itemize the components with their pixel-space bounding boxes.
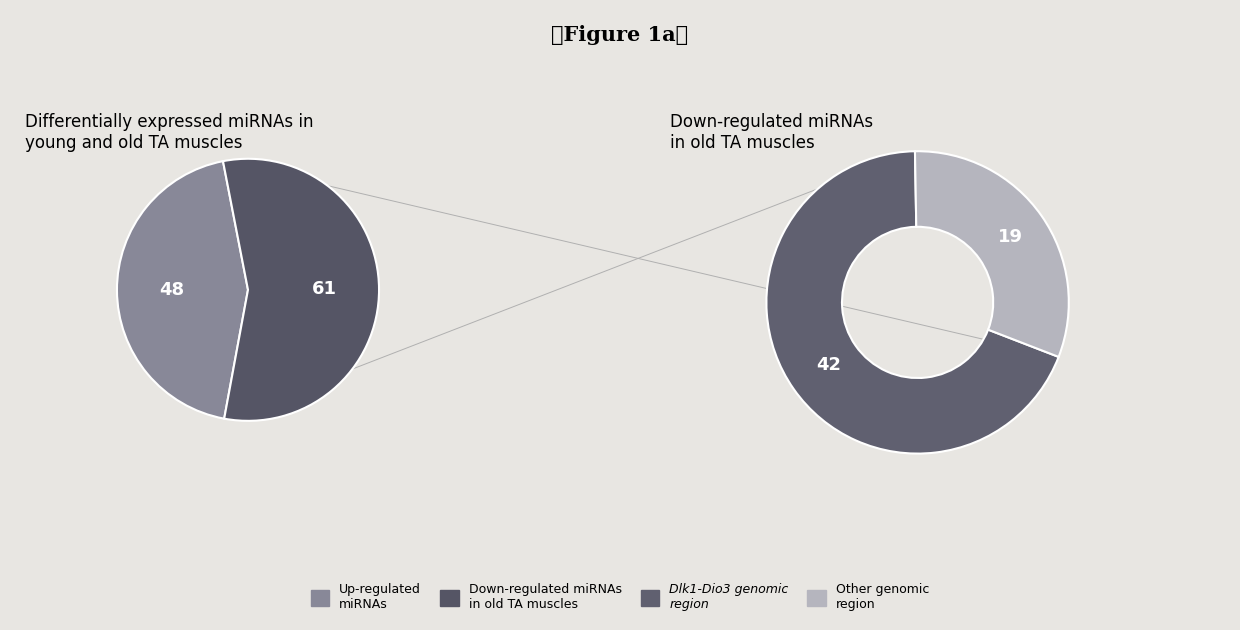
Wedge shape <box>915 151 1069 357</box>
Text: 19: 19 <box>998 229 1023 246</box>
Legend: Up-regulated
miRNAs, Down-regulated miRNAs
in old TA muscles, Dlk1-Dio3 genomic
: Up-regulated miRNAs, Down-regulated miRN… <box>304 577 936 617</box>
Wedge shape <box>223 159 379 421</box>
Wedge shape <box>117 161 248 419</box>
Wedge shape <box>766 151 1059 454</box>
Text: 61: 61 <box>311 280 336 299</box>
Text: Down-regulated miRNAs
in old TA muscles: Down-regulated miRNAs in old TA muscles <box>670 113 873 152</box>
Text: 48: 48 <box>160 281 185 299</box>
Text: 42: 42 <box>816 356 841 374</box>
Text: 【Figure 1a】: 【Figure 1a】 <box>552 25 688 45</box>
Text: Differentially expressed miRNAs in
young and old TA muscles: Differentially expressed miRNAs in young… <box>25 113 314 152</box>
